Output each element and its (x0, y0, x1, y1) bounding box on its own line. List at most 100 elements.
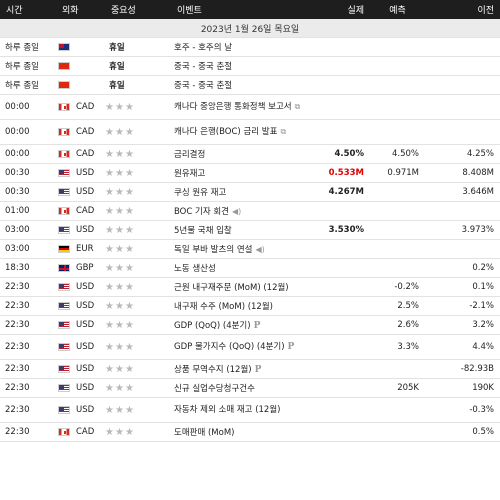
holiday-row[interactable]: 하루 종일 휴일 호주 - 호주의 날 (0, 37, 500, 57)
preliminary-icon[interactable]: P (253, 321, 261, 331)
col-previous[interactable]: 이전 (425, 0, 500, 19)
event-cell[interactable]: 금리결정 (171, 144, 314, 164)
importance-cell: ★★★ (105, 94, 171, 120)
event-row[interactable]: 22:30 USD ★★★ 내구재 수주 (MoM) (12월) 2.5% -2.1% (0, 296, 500, 316)
actual-cell: 4.50% (314, 144, 370, 164)
event-cell[interactable]: 근원 내구재주문 (MoM) (12월) (171, 277, 314, 297)
event-row[interactable]: 00:00 CAD ★★★ 금리결정 4.50% 4.50% 4.25% (0, 144, 500, 164)
event-name[interactable]: 캐나다 중앙은행 통화정책 보고서 (174, 102, 292, 112)
event-row[interactable]: 22:30 USD ★★★ 근원 내구재주문 (MoM) (12월) -0.2% 0.1% (0, 277, 500, 297)
event-name[interactable]: 캐나다 은행(BOC) 금리 발표 (174, 127, 278, 137)
event-row[interactable]: 00:30 USD ★★★ 쿠싱 원유 재고 4.267M 3.646M (0, 182, 500, 202)
col-actual[interactable]: 실제 (314, 0, 370, 19)
event-name[interactable]: GDP 물가지수 (QoQ) (4분기) (174, 341, 285, 352)
event-row[interactable]: 22:30 USD ★★★ GDP (QoQ) (4분기) P 2.6% 3.2% (0, 315, 500, 335)
time-cell: 22:30 (0, 378, 56, 398)
col-forecast[interactable]: 예측 (370, 0, 425, 19)
col-time[interactable]: 시간 (0, 0, 56, 19)
event-row[interactable]: 00:30 USD ★★★ 원유재고 0.533M 0.971M 8.408M (0, 163, 500, 183)
event-row[interactable]: 18:30 GBP ★★★ 노동 생산성 0.2% (0, 258, 500, 278)
event-row[interactable]: 03:00 USD ★★★ 5년물 국채 입찰 3.530% 3.973% (0, 220, 500, 240)
event-row[interactable]: 22:30 USD ★★★ 상품 무역수지 (12월) P -82.93B (0, 359, 500, 379)
time-cell: 03:00 (0, 220, 56, 240)
importance-stars: ★★★ (105, 149, 135, 160)
document-icon[interactable]: ⧉ (294, 102, 301, 111)
event-cell[interactable]: 독일 부바 발츠의 연설 ◀) (171, 239, 314, 259)
date-label: 2023년 1월 26일 목요일 (0, 19, 500, 38)
event-name[interactable]: 원유재고 (174, 169, 206, 179)
star-icon: ★ (124, 148, 135, 160)
currency-code: CAD (76, 102, 95, 112)
event-name[interactable]: 내구재 수주 (MoM) (12월) (174, 302, 273, 312)
importance-stars: ★★★ (105, 127, 135, 138)
event-name[interactable]: GDP (QoQ) (4분기) (174, 321, 251, 331)
forecast-cell (370, 75, 425, 95)
event-name[interactable]: 독일 부바 발츠의 연설 (174, 245, 253, 255)
document-icon[interactable]: ⧉ (280, 127, 287, 136)
event-name[interactable]: 5년물 국채 입찰 (174, 226, 232, 236)
flag-us-icon (58, 168, 70, 177)
event-cell[interactable]: 원유재고 (171, 163, 314, 183)
preliminary-icon[interactable]: P (287, 341, 295, 352)
star-icon: ★ (124, 262, 135, 274)
event-cell[interactable]: 자동차 제외 소매 재고 (12월) (171, 397, 314, 423)
event-row[interactable]: 01:00 CAD ★★★ BOC 기자 회견 ◀) (0, 201, 500, 221)
event-cell[interactable]: 중국 - 중국 춘절 (171, 56, 314, 76)
star-icon: ★ (105, 148, 115, 160)
event-row[interactable]: 22:30 USD ★★★ 신규 실업수당청구건수 205K 190K (0, 378, 500, 398)
forecast-cell (370, 397, 425, 423)
currency-cell: GBP (56, 258, 105, 278)
speaker-icon[interactable]: ◀) (232, 207, 242, 216)
event-name[interactable]: 노동 생산성 (174, 264, 216, 274)
holiday-row[interactable]: 하루 종일 휴일 중국 - 중국 춘절 (0, 75, 500, 95)
currency-code: CAD (76, 206, 95, 216)
event-row[interactable]: 22:30 USD ★★★ 자동차 제외 소매 재고 (12월) -0.3% (0, 397, 500, 423)
event-row[interactable]: 00:00 CAD ★★★ 캐나다 중앙은행 통화정책 보고서 ⧉ (0, 94, 500, 120)
event-row[interactable]: 22:30 USD ★★★ GDP 물가지수 (QoQ) (4분기) P 3.3% 4.4% (0, 334, 500, 360)
star-icon: ★ (124, 101, 135, 113)
col-currency[interactable]: 외화 (56, 0, 105, 19)
event-name[interactable]: 쿠싱 원유 재고 (174, 188, 227, 198)
actual-cell: 3.530% (314, 220, 370, 240)
event-cell[interactable]: 캐나다 중앙은행 통화정책 보고서 ⧉ (171, 94, 314, 120)
importance-stars: ★★★ (105, 187, 135, 198)
previous-cell: -0.3% (425, 397, 500, 423)
event-cell[interactable]: 쿠싱 원유 재고 (171, 182, 314, 202)
event-cell[interactable]: 상품 무역수지 (12월) P (171, 359, 314, 379)
event-name[interactable]: 근원 내구재주문 (MoM) (12월) (174, 283, 289, 293)
speaker-icon[interactable]: ◀) (255, 245, 265, 254)
event-name[interactable]: 자동차 제외 소매 재고 (12월) (174, 404, 281, 415)
flag-us-icon (58, 383, 70, 392)
event-name[interactable]: 도매판매 (MoM) (174, 428, 235, 438)
actual-cell (314, 119, 370, 145)
event-cell[interactable]: 신규 실업수당청구건수 (171, 378, 314, 398)
actual-cell (314, 37, 370, 57)
event-name[interactable]: 상품 무역수지 (12월) (174, 365, 252, 375)
col-importance[interactable]: 중요성 (105, 0, 171, 19)
event-row[interactable]: 00:00 CAD ★★★ 캐나다 은행(BOC) 금리 발표 ⧉ (0, 119, 500, 145)
event-cell[interactable]: GDP 물가지수 (QoQ) (4분기) P (171, 334, 314, 360)
event-cell[interactable]: 5년물 국채 입찰 (171, 220, 314, 240)
event-row[interactable]: 22:30 CAD ★★★ 도매판매 (MoM) 0.5% (0, 422, 500, 442)
event-cell[interactable]: 도매판매 (MoM) (171, 422, 314, 442)
forecast-cell (370, 182, 425, 202)
event-name[interactable]: BOC 기자 회견 (174, 207, 229, 217)
event-name[interactable]: 금리결정 (174, 150, 206, 160)
event-cell[interactable]: BOC 기자 회견 ◀) (171, 201, 314, 221)
holiday-row[interactable]: 하루 종일 휴일 중국 - 중국 춘절 (0, 56, 500, 76)
importance-stars: ★★★ (105, 427, 135, 438)
event-cell[interactable]: 내구재 수주 (MoM) (12월) (171, 296, 314, 316)
star-icon: ★ (105, 404, 115, 416)
time-cell: 하루 종일 (0, 75, 56, 95)
col-event[interactable]: 이벤트 (171, 0, 314, 19)
star-icon: ★ (105, 341, 115, 353)
event-cell[interactable]: 호주 - 호주의 날 (171, 37, 314, 57)
event-cell[interactable]: 중국 - 중국 춘절 (171, 75, 314, 95)
event-row[interactable]: 03:00 EUR ★★★ 독일 부바 발츠의 연설 ◀) (0, 239, 500, 259)
event-cell[interactable]: 캐나다 은행(BOC) 금리 발표 ⧉ (171, 119, 314, 145)
event-cell[interactable]: GDP (QoQ) (4분기) P (171, 315, 314, 335)
preliminary-icon[interactable]: P (254, 365, 262, 375)
event-name[interactable]: 신규 실업수당청구건수 (174, 384, 255, 394)
event-cell[interactable]: 노동 생산성 (171, 258, 314, 278)
previous-cell: 3.973% (425, 220, 500, 240)
